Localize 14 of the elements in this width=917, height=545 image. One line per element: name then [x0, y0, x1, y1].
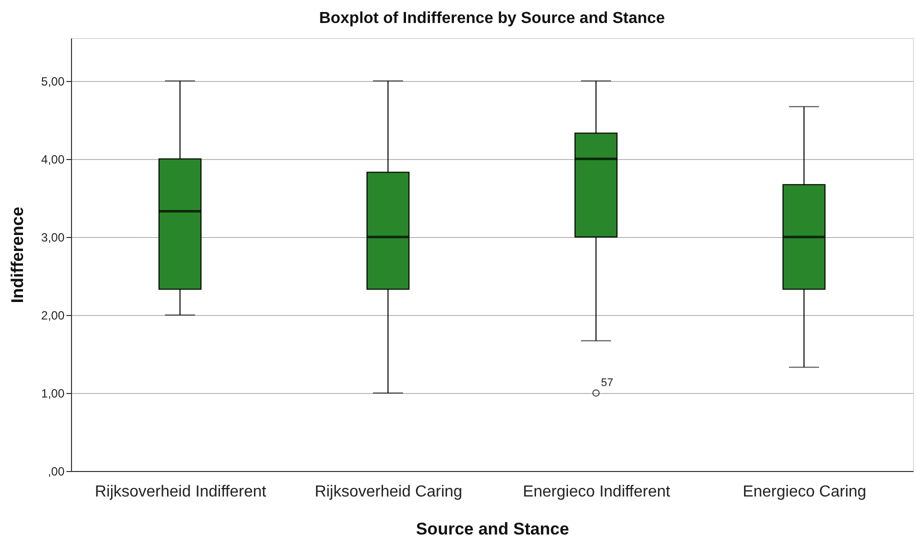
- x-axis-title: Source and Stance: [416, 520, 570, 538]
- y-tick-label: 3,00: [41, 230, 65, 244]
- y-axis-title: Indifference: [8, 206, 28, 304]
- x-tick-label: Energieco Indifferent: [522, 484, 671, 500]
- y-tick-label: 1,00: [41, 386, 65, 400]
- y-tick-label: 2,00: [41, 308, 65, 322]
- x-tick-label: Rijksoverheid Indifferent: [94, 484, 267, 500]
- chart-title: Boxplot of Indifference by Source and Stance: [319, 10, 666, 27]
- annotation: 57: [601, 376, 614, 389]
- y-tick-label: ,00: [48, 464, 65, 478]
- y-tick-label: 4,00: [41, 152, 65, 166]
- y-tick-label: 5,00: [41, 74, 65, 88]
- x-tick-label: Rijksoverheid Caring: [314, 484, 462, 500]
- x-tick-label: Energieco Caring: [742, 484, 866, 500]
